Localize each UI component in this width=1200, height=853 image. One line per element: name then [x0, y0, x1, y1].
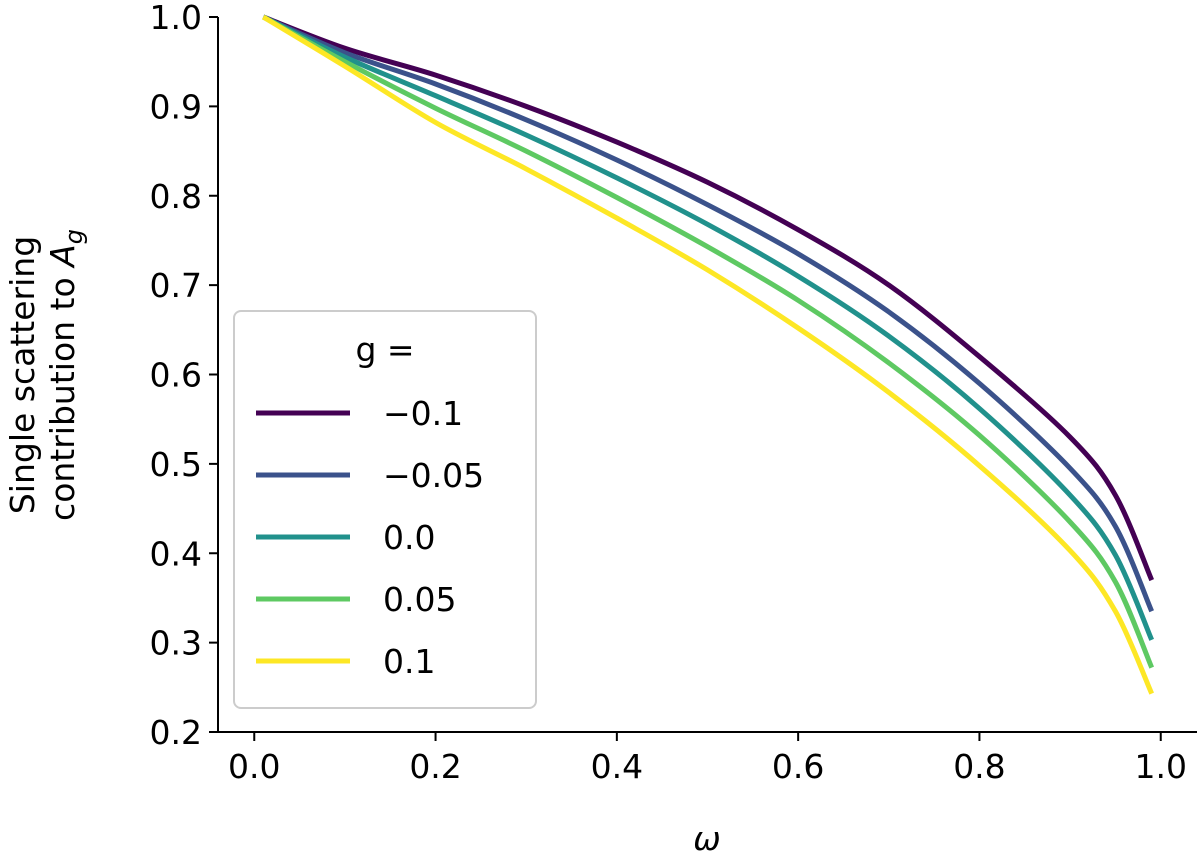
legend-items: −0.1 −0.05 0.0 0.05 0.1: [256, 394, 484, 681]
legend-label-1: −0.1: [383, 394, 463, 433]
legend-label-4: 0.05: [383, 580, 456, 619]
y-axis-label-symbol: A: [43, 244, 82, 269]
x-tick-label: 0.2: [409, 747, 461, 786]
series-line-3: [262, 14, 1154, 641]
series-line-5: [262, 14, 1154, 695]
series-line-1: [262, 14, 1154, 582]
ticks-layer: 0.0 0.2 0.4 0.6 0.8 1.0 0.2 0.3 0.4 0.5 0.6 0.7 0.8 0…: [150, 0, 1187, 786]
legend-label-2: −0.05: [383, 456, 484, 495]
series-layer: [262, 14, 1154, 695]
x-tick-label: 0.8: [953, 747, 1005, 786]
legend-label-5: 0.1: [383, 642, 435, 681]
x-axis-label: ω: [693, 819, 721, 853]
y-tick-label: 0.3: [150, 624, 202, 663]
y-axis-label-line2: contribution to Ag: [43, 229, 88, 521]
legend-frame: [233, 310, 537, 709]
y-tick-label: 0.7: [150, 266, 202, 305]
series-line-2: [262, 14, 1154, 613]
x-tick-label: 0.4: [591, 747, 643, 786]
y-axis-label-line1: Single scattering: [3, 236, 42, 514]
y-tick-label: 0.9: [150, 87, 202, 126]
x-tick-label: 1.0: [1134, 747, 1186, 786]
y-tick-label: 1.0: [150, 0, 202, 37]
y-tick-label: 0.8: [150, 177, 202, 216]
legend-label-3: 0.0: [383, 518, 435, 557]
y-tick-label: 0.6: [150, 356, 202, 395]
x-tick-label: 0.0: [228, 747, 280, 786]
y-axis-label: Single scattering contribution to Ag: [3, 229, 88, 521]
y-axis-label-prefix: contribution to: [43, 267, 82, 521]
y-tick-label: 0.4: [150, 534, 202, 573]
legend: g = −0.1 −0.05 0.0 0.05 0.1: [233, 310, 537, 709]
series-line-4: [262, 14, 1154, 669]
y-axis-label-subscript: g: [60, 229, 88, 244]
y-tick-label: 0.5: [150, 445, 202, 484]
legend-title: g =: [355, 330, 414, 369]
x-tick-label: 0.6: [772, 747, 824, 786]
y-tick-label: 0.2: [150, 713, 202, 752]
